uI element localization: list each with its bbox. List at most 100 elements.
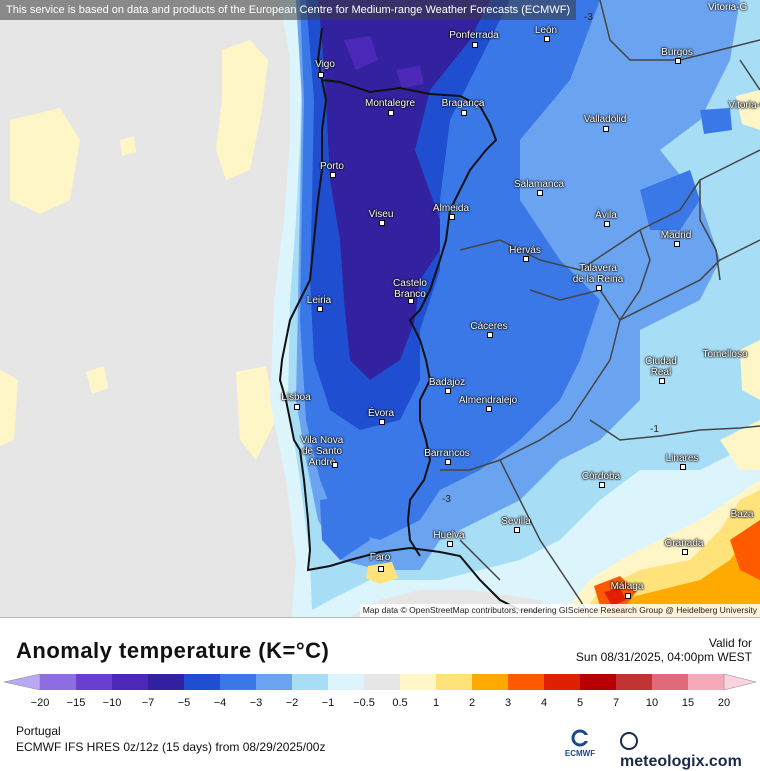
city-label[interactable]: Viseu [368,209,394,220]
scale-arrow-low [3,673,41,691]
scale-tick-label: −20 [30,697,50,709]
city-label[interactable]: Cáceres [470,321,508,332]
scale-swatch [544,674,580,690]
scale-arrow-high [723,673,757,691]
anomaly-field [0,0,760,617]
scale-swatch [400,674,436,690]
city-label[interactable]: Talavera de la Reina [572,263,624,285]
scale-tick-label: 1 [432,697,440,709]
scale-tick-label: −3 [249,697,263,709]
city-label[interactable]: Sevilla [501,516,531,527]
city-label[interactable]: Almeida [432,203,470,214]
globe-icon [620,732,638,750]
city-marker [487,332,493,338]
scale-swatch [292,674,328,690]
scale-swatch [616,674,652,690]
scale-tick-label: 7 [612,697,620,709]
city-marker [674,241,680,247]
city-label[interactable]: Almendralejo [458,395,518,406]
city-label[interactable]: Vitoria-G [728,100,760,111]
city-marker [680,464,686,470]
city-marker [461,110,467,116]
city-marker [379,220,385,226]
city-label[interactable]: Córdoba [581,471,621,482]
city-label[interactable]: Huelva [433,530,465,541]
city-label[interactable]: Vila Nova de Santo André [300,435,344,468]
city-label[interactable]: Salamanca [513,179,565,190]
contour-label: -3 [442,494,451,505]
scale-tick-label: 20 [717,697,731,709]
city-label[interactable]: Faro [369,552,391,563]
city-marker [317,306,323,312]
contour-label: -3 [584,12,593,23]
city-label[interactable]: Bragança [441,98,485,109]
city-marker [537,190,543,196]
scale-swatch [112,674,148,690]
city-label[interactable]: Castelo Branco [393,278,427,300]
city-label[interactable]: Hervás [509,245,541,256]
scale-swatch [580,674,616,690]
scale-tick-label: −2 [285,697,299,709]
scale-swatch [364,674,400,690]
city-marker [294,404,300,410]
map-view[interactable]: This service is based on data and produc… [0,0,760,617]
scale-tick-label: 2 [468,697,476,709]
scale-tick-label: −7 [141,697,155,709]
city-marker [603,126,609,132]
city-label[interactable]: Badajoz [428,377,466,388]
city-marker [379,419,385,425]
city-marker [445,459,451,465]
scale-swatch [220,674,256,690]
city-marker [486,406,492,412]
city-label[interactable]: Baza [730,509,754,520]
city-marker [682,549,688,555]
city-label[interactable]: Tomelloso [702,349,748,360]
city-marker [378,566,384,572]
city-label[interactable]: Linares [665,453,699,464]
scale-tick-label: −10 [102,697,122,709]
city-marker [544,36,550,42]
city-label[interactable]: Barrancos [424,448,470,459]
city-label[interactable]: Burgos [661,47,693,58]
city-marker [330,172,336,178]
scale-swatch [436,674,472,690]
svg-text:ECMWF: ECMWF [565,749,595,758]
scale-swatch [652,674,688,690]
map-attribution[interactable]: Map data © OpenStreetMap contributors, r… [359,604,760,617]
city-marker [388,110,394,116]
city-marker [472,42,478,48]
city-marker [599,482,605,488]
brand-text: meteologix.com [620,753,742,770]
city-marker [625,593,631,599]
city-label[interactable]: Évora [367,408,395,419]
scale-tick-label: −15 [66,697,86,709]
city-label[interactable]: León [534,25,558,36]
city-marker [445,388,451,394]
scale-swatch [688,674,724,690]
city-label[interactable]: Porto [320,161,344,172]
legend-title: Anomaly temperature (K=°C) [16,638,330,663]
scale-tick-label: −0.5 [353,697,375,709]
scale-tick-label: 15 [681,697,695,709]
city-label[interactable]: Valladolid [583,114,627,125]
city-marker [318,72,324,78]
city-label[interactable]: Madrid [660,230,692,241]
city-label[interactable]: Ciudad Real [645,356,677,378]
scale-tick-label: 5 [576,697,584,709]
city-label[interactable]: Leiria [306,295,332,306]
city-label[interactable]: Montalegre [364,98,416,109]
city-label[interactable]: Ávila [595,210,617,221]
scale-swatch [76,674,112,690]
meteologix-logo[interactable]: meteologix.com [620,732,760,771]
city-label[interactable]: Málaga [610,581,644,592]
scale-swatch [508,674,544,690]
scale-swatch [184,674,220,690]
city-label[interactable]: Ponferrada [449,30,499,41]
corner-label: Vitoria-G [708,2,748,13]
color-scale [3,673,757,691]
city-marker [447,541,453,547]
city-label[interactable]: Vigo [315,59,335,70]
city-label[interactable]: Lisboa [281,392,311,403]
city-label[interactable]: Granada [664,538,704,549]
city-marker [604,221,610,227]
